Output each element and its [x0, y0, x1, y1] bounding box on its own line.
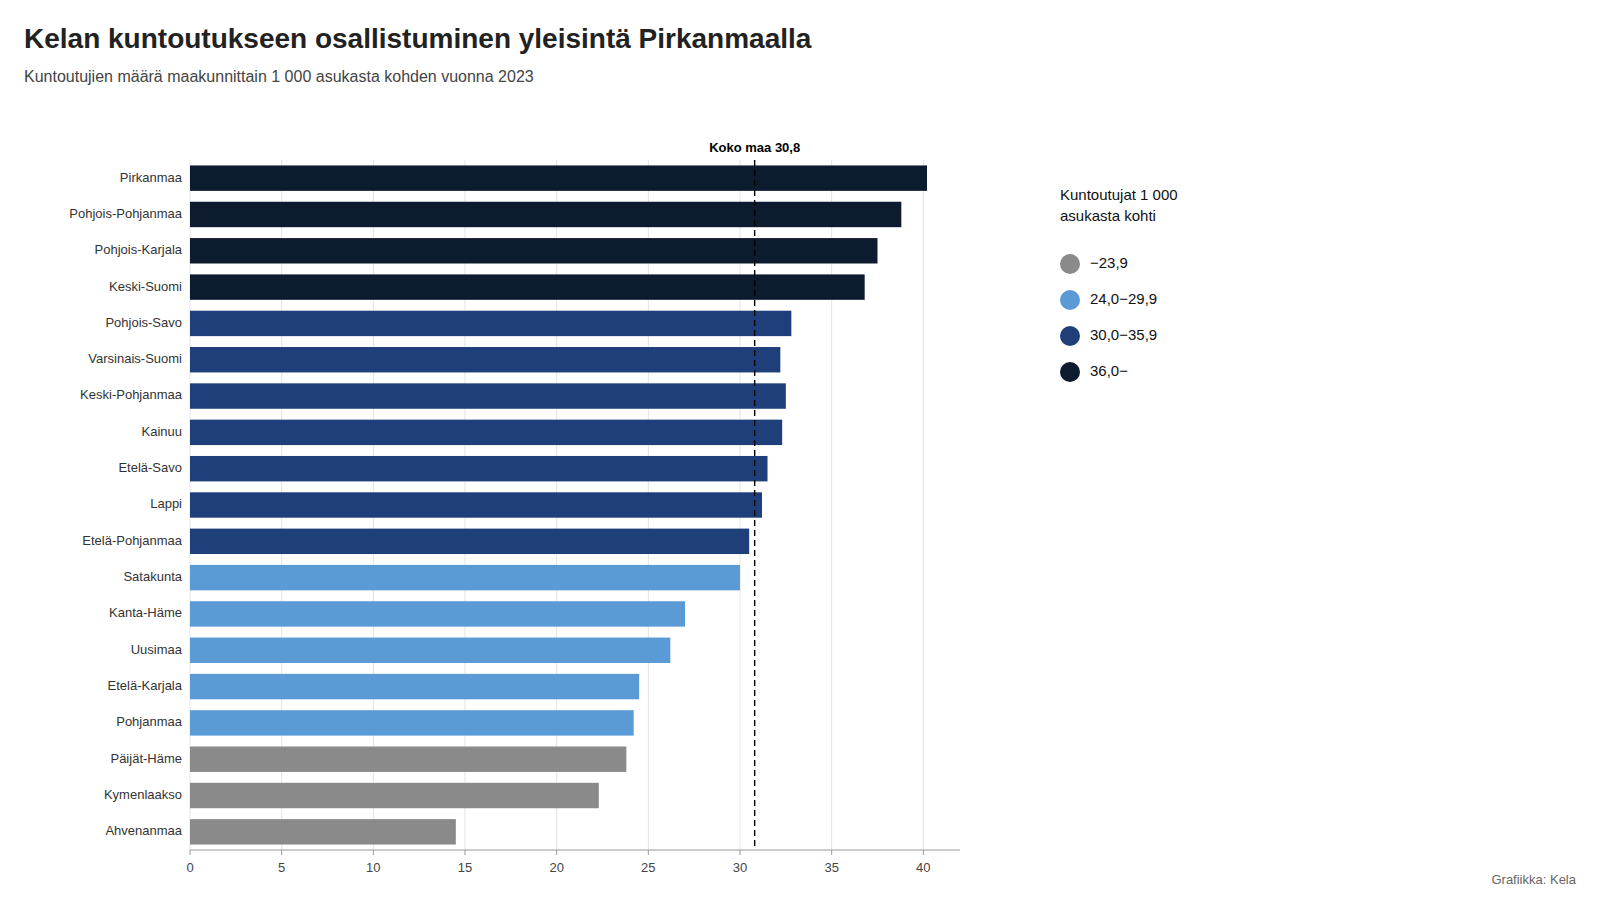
chart-root: Kelan kuntoutukseen osallistuminen yleis…	[0, 0, 1600, 900]
legend-title: Kuntoutujat 1 000 asukasta kohti	[1060, 186, 1178, 224]
x-tick-label: 25	[641, 860, 655, 875]
y-tick-label: Uusimaa	[131, 642, 183, 657]
bar	[190, 456, 768, 481]
y-tick-label: Satakunta	[123, 569, 182, 584]
reference-line-group	[754, 160, 755, 850]
credit: Grafiikka: Kela	[1491, 872, 1576, 887]
x-tick-label: 10	[366, 860, 380, 875]
x-tick	[740, 850, 741, 855]
x-axis: 0 5 10 15 20 25 30 35 40	[186, 850, 960, 875]
legend-label: −23,9	[1090, 254, 1128, 271]
legend-label: 30,0−35,9	[1090, 326, 1157, 343]
bar	[190, 674, 639, 699]
background	[0, 0, 1600, 900]
legend: Kuntoutujat 1 000 asukasta kohti −23,9 24,0…	[1060, 186, 1178, 382]
reference-line	[754, 160, 755, 850]
y-tick-label: Keski-Suomi	[109, 279, 182, 294]
y-tick-label: Keski-Pohjanmaa	[80, 387, 183, 402]
x-tick	[923, 850, 924, 855]
x-tick-label: 15	[458, 860, 472, 875]
legend-label: 24,0−29,9	[1090, 290, 1157, 307]
y-tick-label: Etelä-Karjala	[108, 678, 183, 693]
x-tick	[373, 850, 374, 855]
bar	[190, 819, 456, 844]
x-tick-label: 0	[186, 860, 193, 875]
grid-line	[923, 160, 924, 850]
bar	[190, 165, 927, 190]
y-tick-label: Päijät-Häme	[110, 751, 182, 766]
x-tick-label: 30	[733, 860, 747, 875]
x-tick-label: 40	[916, 860, 930, 875]
y-tick-label: Pohjois-Savo	[105, 315, 182, 330]
y-tick-label: Kainuu	[142, 424, 182, 439]
y-tick-label: Etelä-Pohjanmaa	[82, 533, 182, 548]
legend-swatch	[1060, 362, 1080, 382]
legend-title-line: Kuntoutujat 1 000	[1060, 186, 1178, 203]
bar	[190, 783, 599, 808]
reference: Koko maa 30,8	[709, 140, 800, 850]
bar	[190, 383, 786, 408]
x-axis-line	[190, 850, 960, 851]
y-tick-label: Pohjois-Pohjanmaa	[69, 206, 183, 221]
y-axis: Pirkanmaa Pohjois-Pohjanmaa Pohjois-Karjal…	[69, 170, 183, 839]
legend-swatch	[1060, 290, 1080, 310]
bar	[190, 638, 670, 663]
y-tick-label: Pohjois-Karjala	[95, 242, 183, 257]
x-tick	[556, 850, 557, 855]
x-tick-label: 35	[824, 860, 838, 875]
bar	[190, 238, 878, 263]
legend-swatch	[1060, 254, 1080, 274]
bar	[190, 747, 626, 772]
y-tick-label: Etelä-Savo	[118, 460, 182, 475]
x-tick	[190, 850, 191, 855]
y-tick-label: Varsinais-Suomi	[88, 351, 182, 366]
x-tick-label: 20	[549, 860, 563, 875]
bars	[190, 165, 927, 844]
x-tick	[831, 850, 832, 855]
bar	[190, 492, 762, 517]
subtitle: Kuntoutujien määrä maakunnittain 1 000 a…	[24, 68, 534, 85]
y-tick-label: Pohjanmaa	[116, 714, 183, 729]
x-tick	[281, 850, 282, 855]
bar	[190, 347, 780, 372]
x-tick	[465, 850, 466, 855]
bar	[190, 311, 791, 336]
title: Kelan kuntoutukseen osallistuminen yleis…	[24, 23, 812, 54]
y-tick-label: Kanta-Häme	[109, 605, 182, 620]
legend-title-line: asukasta kohti	[1060, 207, 1156, 224]
x-tick	[648, 850, 649, 855]
grid	[190, 160, 923, 850]
bar	[190, 565, 740, 590]
x-tick-label: 5	[278, 860, 285, 875]
legend-swatch	[1060, 326, 1080, 346]
y-tick-label: Kymenlaakso	[104, 787, 182, 802]
legend-label: 36,0−	[1090, 362, 1128, 379]
bar	[190, 529, 749, 554]
bar	[190, 274, 865, 299]
y-tick-label: Pirkanmaa	[120, 170, 183, 185]
bar	[190, 710, 634, 735]
bar	[190, 202, 901, 227]
reference-label: Koko maa 30,8	[709, 140, 800, 155]
y-tick-label: Lappi	[150, 496, 182, 511]
bar	[190, 420, 782, 445]
bar	[190, 601, 685, 626]
y-tick-label: Ahvenanmaa	[105, 823, 182, 838]
